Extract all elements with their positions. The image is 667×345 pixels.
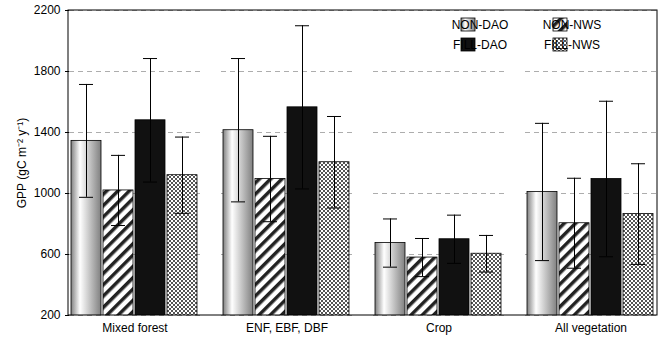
svg-text:FILL-NWS: FILL-NWS — [544, 38, 600, 52]
svg-text:ENF, EBF, DBF: ENF, EBF, DBF — [246, 321, 328, 335]
svg-text:2200: 2200 — [34, 3, 61, 17]
svg-text:1000: 1000 — [34, 186, 61, 200]
svg-text:FILL-DAO: FILL-DAO — [453, 38, 507, 52]
svg-text:GPP (gC m⁻² y⁻¹): GPP (gC m⁻² y⁻¹) — [15, 118, 29, 208]
svg-text:NON-DAO: NON-DAO — [452, 18, 509, 32]
svg-text:200: 200 — [40, 308, 60, 322]
svg-text:Crop: Crop — [426, 321, 452, 335]
svg-text:600: 600 — [40, 247, 60, 261]
svg-text:Mixed forest: Mixed forest — [102, 321, 168, 335]
svg-text:NON-NWS: NON-NWS — [543, 18, 602, 32]
svg-text:1400: 1400 — [34, 125, 61, 139]
svg-text:1800: 1800 — [34, 64, 61, 78]
svg-text:All vegetation: All vegetation — [555, 321, 627, 335]
